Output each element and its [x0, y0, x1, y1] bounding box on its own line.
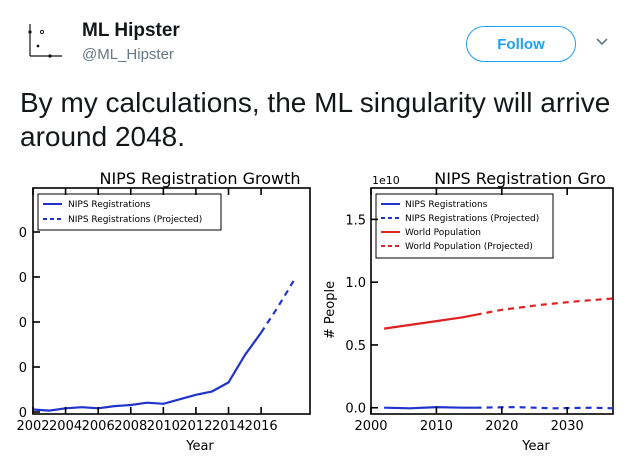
left-legend-box	[37, 193, 222, 231]
right-legend-item: World Population	[405, 228, 481, 238]
x-tick-label: 2030	[551, 419, 584, 434]
right-legend-item: World Population (Projected)	[405, 242, 533, 252]
chart-figure: NIPS Registration Growth Year NIPS Regis…	[16, 169, 614, 454]
chevron-down-icon[interactable]	[594, 34, 610, 50]
left-legend-item: NIPS Registrations	[68, 200, 151, 210]
right-chart-title: NIPS Registration Gro	[434, 169, 606, 188]
tweet-text: By my calculations, the ML singularity w…	[20, 87, 611, 152]
right-chart: NIPS Registration Gro 1e10 Year # People…	[323, 169, 614, 454]
x-tick-label: 2020	[485, 419, 518, 434]
right-legend: NIPS Registrations NIPS Registrations (P…	[375, 193, 554, 259]
right-legend-item: NIPS Registrations	[405, 200, 488, 210]
left-legend: NIPS Registrations NIPS Registrations (P…	[37, 193, 222, 231]
x-tick-label: 2010	[420, 419, 453, 434]
series-line	[32, 331, 262, 412]
left-chart: NIPS Registration Growth Year NIPS Regis…	[32, 169, 311, 454]
chart-marks: 2002 2004 2006 2008 2010 2012 2014 2016 2000 2010…	[16, 188, 614, 434]
x-tick-label: 2012	[179, 419, 212, 434]
x-tick-label: 2002	[16, 419, 49, 434]
series-line	[475, 297, 614, 316]
left-plot-frame	[32, 187, 311, 415]
series-line	[260, 280, 295, 334]
left-x-axis-label: Year	[185, 439, 214, 454]
y-tick-label: 0	[19, 226, 27, 241]
y-tick-label: 1.5	[345, 213, 366, 228]
series-line	[383, 313, 476, 330]
y-tick-label: 0	[19, 316, 27, 331]
right-scale-label: 1e10	[372, 174, 400, 187]
y-tick-label: 0.5	[345, 339, 366, 354]
x-tick-label: 2004	[49, 419, 82, 434]
right-legend-box	[375, 193, 554, 259]
user-handle[interactable]: @ML_Hipster	[82, 46, 174, 63]
follow-button[interactable]: Follow	[466, 26, 576, 62]
x-tick-label: 2014	[212, 419, 245, 434]
y-tick-label: 0	[19, 271, 27, 286]
display-name[interactable]: ML Hipster	[82, 20, 180, 41]
right-plot-frame	[370, 187, 614, 415]
y-tick-label: 0	[19, 361, 27, 376]
avatar[interactable]	[20, 18, 68, 66]
tweet-image[interactable]: NIPS Registration Growth Year NIPS Regis…	[0, 160, 640, 463]
y-tick-label: 0.0	[345, 402, 366, 417]
avatar-plot-icon	[28, 24, 62, 58]
x-tick-label: 2000	[354, 419, 387, 434]
right-y-axis-label: # People	[323, 281, 338, 339]
right-legend-item: NIPS Registrations (Projected)	[405, 214, 539, 224]
x-tick-label: 2010	[147, 419, 180, 434]
y-tick-label: 0	[19, 406, 27, 421]
left-legend-item: NIPS Registrations (Projected)	[68, 215, 202, 225]
x-tick-label: 2016	[245, 419, 278, 434]
x-tick-label: 2008	[114, 419, 147, 434]
x-tick-label: 2006	[82, 419, 115, 434]
series-line	[384, 405, 476, 410]
left-chart-title: NIPS Registration Growth	[99, 169, 300, 188]
y-tick-label: 1.0	[345, 276, 366, 291]
series-line	[475, 405, 614, 410]
right-x-axis-label: Year	[521, 439, 550, 454]
